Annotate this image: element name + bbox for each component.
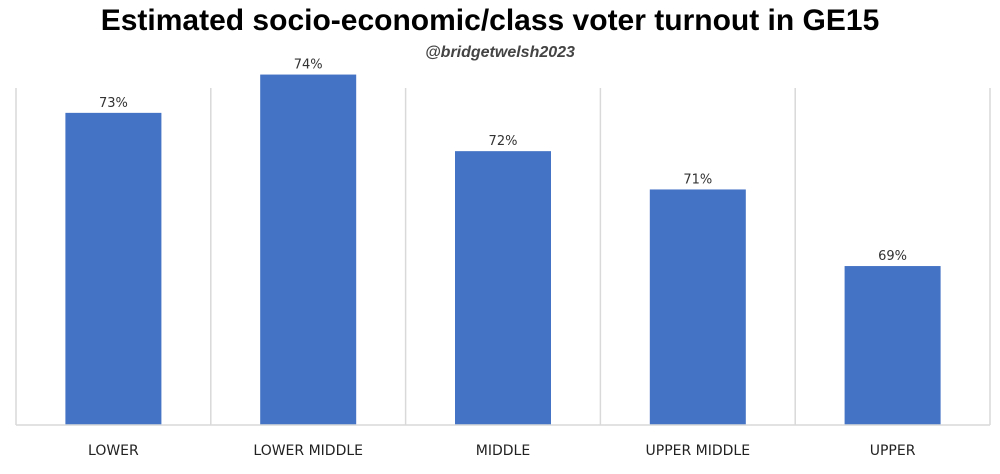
bar-upper [844,266,941,425]
x-tick-labels-group: LOWER LOWER MIDDLE MIDDLE UPPER MIDDLE UPPER [88,443,916,459]
bar-middle [455,151,551,425]
x-tick-label: LOWER [88,443,139,459]
data-labels-group: 73% 74% 72% 71% 69% [99,58,907,264]
bars-group [65,74,941,426]
x-tick-label: MIDDLE [476,443,530,459]
x-tick-label: UPPER MIDDLE [646,443,751,459]
data-label: 69% [878,249,907,264]
chart-title: Estimated socio-economic/class voter tur… [100,4,880,37]
bar-lower [65,112,162,425]
bar-upper-middle [649,189,746,425]
chart-subtitle: @bridgetwelsh2023 [425,44,575,61]
bar-lower-middle [260,74,357,426]
x-tick-label: LOWER MIDDLE [253,443,363,459]
data-label: 71% [683,172,712,187]
data-label: 74% [294,58,323,73]
data-label: 72% [489,134,518,149]
category-separators [15,88,991,425]
data-label: 73% [99,96,128,111]
x-tick-label: UPPER [870,443,916,459]
